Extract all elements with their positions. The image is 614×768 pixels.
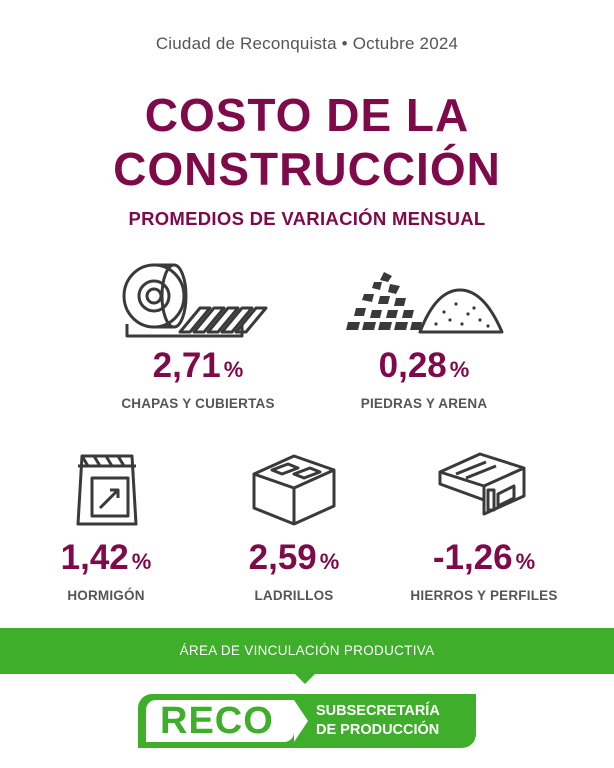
city-date: Ciudad de Reconquista • Octubre 2024 [155, 34, 459, 53]
subsecretaria-label: SUBSECRETARÍA DE PRODUCCIÓN [316, 703, 440, 738]
value-chapas: 2,71% [152, 346, 244, 385]
value-hormigon: 1,42% [60, 538, 152, 577]
arrow-icon [294, 700, 308, 742]
value-ladrillos: 2,59% [248, 538, 340, 577]
page-title-line2: CONSTRUCCIÓN [113, 143, 501, 195]
cement-bag-icon [76, 454, 138, 526]
band-notch [295, 674, 315, 684]
brick-block-icon [252, 454, 336, 526]
page-subtitle: PROMEDIOS DE VARIACIÓN MENSUAL [128, 208, 486, 229]
label-chapas: CHAPAS Y CUBIERTAS [121, 396, 275, 411]
label-hierros: HIERROS Y PERFILES [410, 588, 558, 603]
footer-band: ÁREA DE VINCULACIÓN PRODUCTIVA [0, 628, 614, 674]
value-hierros: -1,26% [432, 538, 536, 577]
reco-logo-inner [146, 700, 294, 742]
band-text: ÁREA DE VINCULACIÓN PRODUCTIVA [179, 643, 435, 658]
reco-logo: RECO [160, 700, 274, 742]
page-title-line1: COSTO DE LA [144, 89, 470, 141]
label-hormigon: HORMIGÓN [67, 588, 145, 603]
steel-beam-icon [438, 452, 526, 516]
sheet-metal-roll-icon [122, 263, 268, 338]
label-piedras: PIEDRAS Y ARENA [360, 396, 488, 411]
label-ladrillos: LADRILLOS [254, 588, 334, 603]
stones-sand-icon [346, 272, 504, 334]
value-piedras: 0,28% [378, 346, 470, 385]
